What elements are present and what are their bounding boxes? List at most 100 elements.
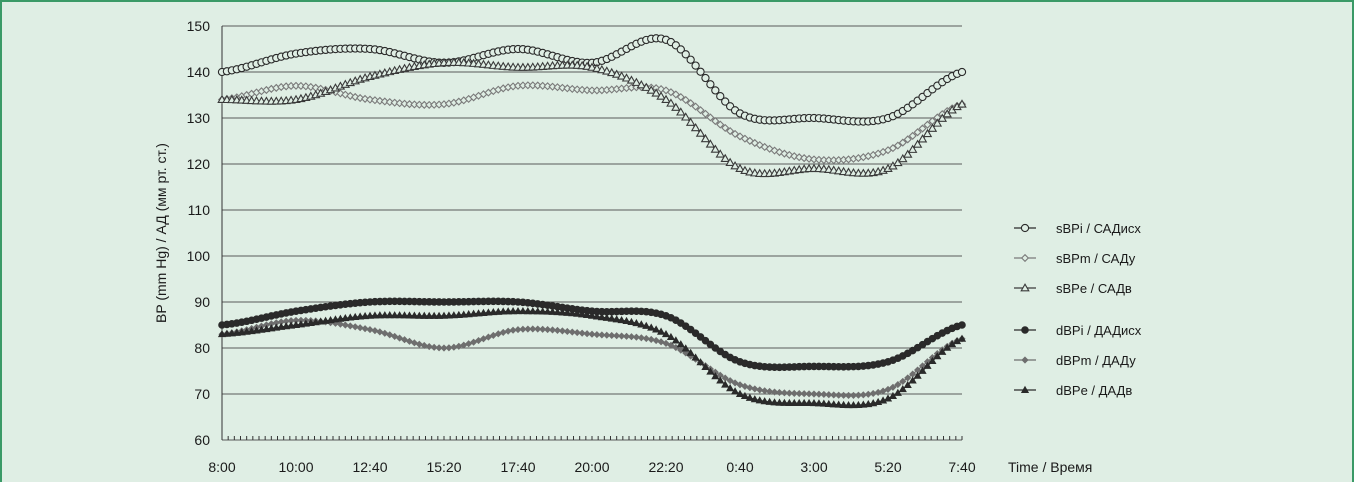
data-point: [528, 307, 537, 315]
data-point: [301, 82, 310, 91]
data-point: [696, 333, 705, 341]
data-point: [365, 95, 375, 104]
data-point: [731, 379, 739, 387]
series-5: [218, 316, 966, 400]
data-point: [607, 314, 616, 322]
y-axis-label: BP (mm Hg) / АД (мм рт. ст.): [153, 143, 169, 323]
data-point: [613, 332, 621, 340]
data-point: [937, 113, 948, 122]
data-point: [745, 136, 754, 145]
data-point: [606, 67, 617, 77]
data-point: [548, 307, 557, 315]
data-point: [715, 149, 726, 158]
data-point: [805, 390, 813, 398]
data-point: [578, 85, 587, 94]
data-point: [706, 367, 715, 375]
data-point: [652, 325, 661, 333]
legend-item: sBPi / САДисх: [1014, 221, 1141, 236]
data-point: [346, 322, 354, 330]
y-tick-label: 100: [187, 248, 211, 264]
data-point: [745, 393, 754, 401]
x-tick-label: 0:40: [726, 459, 753, 475]
x-tick-label: 22:20: [648, 459, 683, 475]
data-point: [602, 66, 612, 75]
data-point: [932, 118, 943, 127]
data-point: [899, 377, 907, 385]
data-point: [839, 400, 848, 408]
data-point: [396, 334, 404, 342]
data-point: [681, 50, 690, 59]
data-point: [907, 144, 918, 153]
data-point: [918, 366, 927, 374]
y-tick-label: 70: [194, 386, 210, 402]
data-point: [395, 99, 404, 108]
data-point: [375, 311, 384, 319]
data-point: [553, 83, 562, 92]
data-point: [642, 334, 650, 343]
x-axis-label: Time / Время: [1008, 459, 1092, 475]
data-point: [558, 83, 567, 92]
data-point: [922, 128, 933, 138]
data-point: [647, 323, 656, 331]
data-point: [661, 86, 671, 95]
data-point: [611, 69, 622, 78]
data-point: [539, 325, 547, 333]
legend-marker: [1020, 385, 1030, 393]
data-point: [770, 146, 779, 155]
series-2: [217, 81, 967, 165]
data-point: [711, 372, 720, 380]
data-point: [721, 97, 730, 106]
data-point: [296, 81, 306, 91]
data-point: [573, 329, 581, 337]
legend: sBPi / САДисх sBPm / САДу sBPe / САДв dBPi …: [1014, 221, 1142, 398]
legend-marker: [1021, 356, 1029, 364]
data-point: [701, 336, 710, 345]
data-point: [400, 99, 409, 108]
x-tick-label: 10:00: [278, 459, 313, 475]
data-point: [819, 399, 828, 407]
legend-item: dBPm / ДАДу: [1014, 353, 1136, 368]
data-point: [957, 67, 967, 77]
data-point: [790, 398, 799, 407]
legend-marker: [1020, 223, 1030, 233]
x-tick-label: 3:00: [800, 459, 827, 475]
data-point: [661, 94, 671, 103]
data-point: [735, 132, 745, 141]
data-point: [621, 73, 632, 82]
x-tick-label: 12:40: [352, 459, 387, 475]
data-point: [450, 343, 458, 351]
data-point: [676, 107, 686, 116]
data-point: [454, 310, 463, 318]
data-point: [676, 45, 685, 54]
data-point: [341, 321, 349, 329]
data-point: [612, 315, 621, 323]
data-point: [879, 387, 887, 395]
data-point: [484, 308, 493, 316]
data-point: [894, 381, 902, 389]
data-point: [800, 398, 809, 407]
data-point: [513, 306, 523, 315]
data-point: [755, 396, 764, 404]
data-point: [563, 308, 572, 316]
data-point: [666, 332, 676, 341]
data-point: [835, 391, 843, 399]
data-point: [356, 324, 364, 332]
data-point: [908, 376, 917, 384]
legend-label: sBPm / САДу: [1056, 251, 1136, 266]
data-point: [740, 165, 750, 175]
data-point: [306, 82, 315, 92]
data-point: [898, 138, 907, 147]
data-point: [603, 331, 611, 339]
data-point: [849, 401, 858, 409]
data-point: [701, 73, 710, 83]
x-tick-label: 5:20: [874, 459, 901, 475]
data-point: [745, 167, 755, 176]
data-point: [538, 81, 547, 90]
data-point: [844, 400, 853, 409]
data-point: [553, 326, 562, 334]
data-point: [927, 123, 938, 132]
data-point: [632, 333, 640, 341]
data-point: [405, 311, 414, 319]
data-point: [942, 109, 952, 118]
